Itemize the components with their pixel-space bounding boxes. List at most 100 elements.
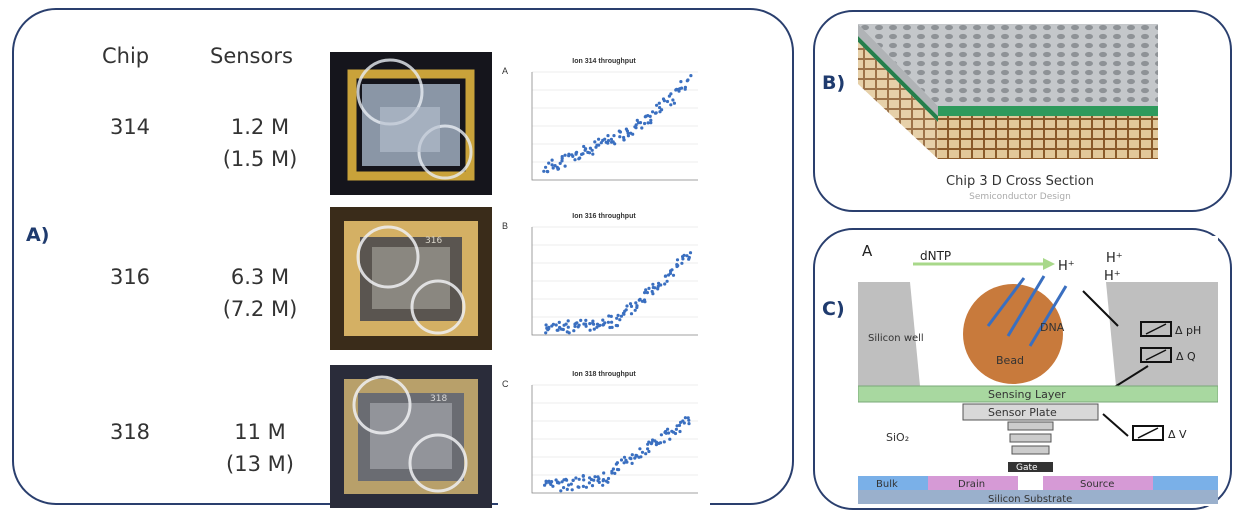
scatter-point	[574, 321, 578, 325]
scatter-point	[550, 158, 554, 162]
sensors-alt-314: (1.5 M)	[222, 147, 298, 171]
scatter-point	[653, 111, 658, 115]
scatter-point	[630, 461, 634, 465]
scatter-point	[678, 429, 682, 434]
scatter-point	[560, 155, 564, 159]
scatter-point	[634, 123, 638, 127]
scatter-point	[633, 308, 637, 312]
scatter-point	[640, 450, 645, 454]
scatter-point	[622, 135, 626, 140]
scatter-point	[656, 284, 660, 288]
graph-318: C Ion 318 throughput	[498, 365, 710, 508]
drain-label: Drain	[958, 479, 985, 490]
scatter-point	[586, 150, 590, 154]
scatter-point	[688, 251, 693, 255]
scatter-point	[674, 88, 678, 92]
scatter-point	[619, 458, 624, 462]
scatter-point	[671, 98, 675, 102]
chip-photo-314	[330, 52, 492, 195]
h-plus-1: H⁺	[1058, 259, 1075, 274]
scatter-point	[590, 148, 594, 152]
chip-316: 316	[109, 265, 151, 289]
chip-photo-316: 316	[330, 207, 492, 350]
bead-label: Bead	[996, 354, 1024, 367]
scatter-point	[687, 418, 691, 422]
scatter-point	[561, 327, 565, 332]
scatter-point	[640, 126, 644, 130]
scatter-point	[666, 427, 670, 431]
scatter-point	[606, 476, 611, 481]
scatter-point	[669, 103, 673, 107]
scatter-point	[622, 461, 626, 465]
scatter-point	[545, 169, 549, 174]
scatter-point	[653, 439, 657, 443]
sensors-alt-316: (7.2 M)	[222, 297, 298, 321]
graph-title-318: Ion 318 throughput	[572, 371, 636, 378]
scatter-point	[685, 254, 689, 258]
scatter-point	[567, 331, 571, 335]
scatter-point	[651, 292, 655, 296]
scatter-point	[665, 99, 670, 104]
panel-b-subcaption: Semiconductor Design	[969, 192, 1071, 202]
sensors-alt-318: (13 M)	[226, 452, 294, 476]
scatter-point	[629, 312, 634, 316]
scatter-point	[610, 325, 614, 329]
graph-letter-b: B	[502, 221, 509, 231]
scatter-point	[675, 424, 679, 428]
scatter-point	[672, 101, 676, 105]
scatter-point	[601, 318, 605, 322]
scatter-point	[550, 480, 554, 484]
scatter-point	[671, 273, 676, 277]
scatter-point	[570, 488, 574, 492]
scatter-point	[677, 89, 681, 93]
scatter-point	[643, 300, 647, 304]
panel-a-label: A)	[26, 224, 50, 246]
graph-letter-a: A	[502, 66, 509, 76]
scatter-point	[565, 487, 569, 491]
scatter-point	[591, 319, 595, 323]
scatter-point	[668, 437, 672, 441]
chip-318: 318	[109, 420, 151, 444]
scatter-point	[669, 92, 673, 96]
scatter-point	[681, 419, 685, 423]
scatter-point	[613, 471, 617, 475]
scatter-point	[619, 314, 623, 318]
panel-c-label: C)	[822, 298, 845, 320]
scatter-point	[607, 314, 611, 318]
scatter-point	[686, 78, 690, 82]
chip-photo-318: 318	[330, 365, 492, 508]
scatter-point	[670, 268, 674, 272]
chip-314: 314	[109, 115, 151, 139]
sensing-layer	[858, 385, 1218, 403]
scatter-point	[668, 271, 673, 275]
scatter-point	[588, 146, 592, 150]
scatter-point	[579, 318, 583, 322]
scatter-point	[584, 318, 588, 322]
scatter-point	[665, 279, 669, 283]
scatter-point	[624, 127, 628, 131]
scatter-point	[581, 484, 585, 488]
scatter-point	[557, 481, 561, 485]
scatter-point	[599, 141, 603, 145]
scatter-point	[615, 316, 619, 320]
scatter-point	[584, 322, 588, 326]
scatter-point	[546, 328, 550, 332]
scatter-point	[551, 484, 555, 488]
scatter-point	[634, 301, 638, 305]
scatter-point	[572, 329, 576, 333]
scatter-point	[618, 130, 622, 134]
scatter-point	[556, 167, 560, 171]
scatter-point	[679, 80, 683, 84]
scatter-point	[659, 283, 663, 287]
scatter-point	[649, 118, 653, 122]
scatter-point	[614, 323, 618, 328]
die-mark-318: 318	[430, 394, 447, 404]
sensing-layer-label: Sensing Layer	[988, 388, 1066, 401]
chip-3d-illustration	[858, 24, 1158, 159]
silicon-substrate	[858, 490, 1218, 504]
scatter-point	[647, 440, 651, 444]
scatter-point	[658, 106, 662, 110]
scatter-point	[613, 142, 617, 146]
scatter-point	[610, 320, 614, 324]
scatter-point	[609, 137, 613, 141]
